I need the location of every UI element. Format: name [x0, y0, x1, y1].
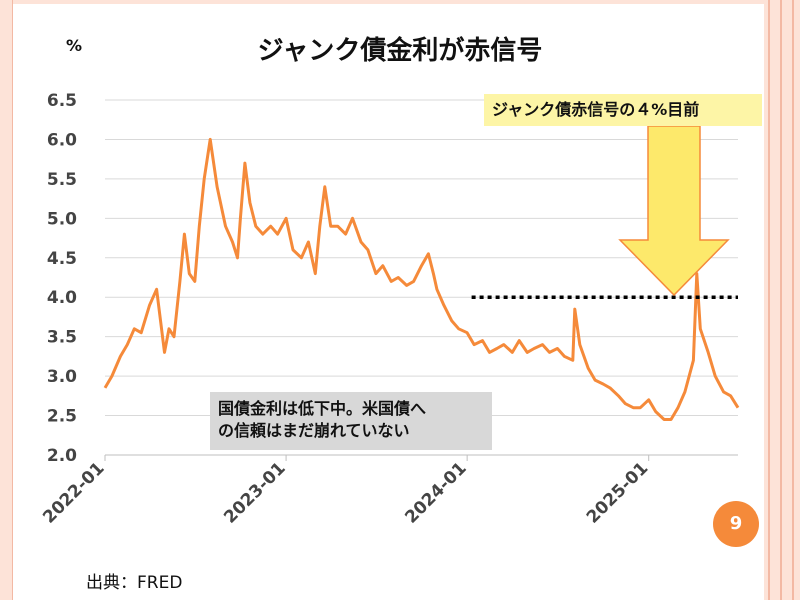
x-tick-label: 2023-01 — [220, 458, 289, 527]
source-label: 出典：FRED — [86, 568, 182, 593]
y-tick-label: 3.5 — [47, 328, 77, 348]
arrow-group — [620, 126, 728, 295]
y-tick-label: 5.0 — [47, 209, 77, 229]
down-arrow — [620, 126, 728, 295]
y-tick-label: 2.5 — [47, 407, 77, 427]
callout-box: ジャンク債赤信号の４%目前 — [484, 94, 762, 126]
y-tick-label: 5.5 — [47, 170, 77, 190]
page-number: 9 — [713, 501, 759, 547]
x-tick-label: 2022-01 — [39, 458, 108, 527]
series — [105, 139, 738, 419]
x-axis-ticks: 2022-01 2023-01 2024-01 2025-01 — [39, 455, 652, 528]
y-axis-ticks: 2.0 2.5 3.0 3.5 4.0 4.5 5.0 5.5 6.0 6.5 — [47, 91, 77, 466]
y-tick-label: 4.0 — [47, 288, 77, 308]
note-box: 国債金利は低下中。米国債へ の信頼はまだ崩れていない — [210, 392, 492, 450]
y-tick-label: 6.0 — [47, 130, 77, 150]
series-line — [105, 139, 738, 419]
y-tick-label: 3.0 — [47, 367, 77, 387]
y-tick-label: 2.0 — [47, 446, 77, 466]
x-tick-label: 2024-01 — [401, 458, 470, 527]
y-tick-label: 4.5 — [47, 249, 77, 269]
y-tick-label: 6.5 — [47, 91, 77, 111]
note-line-2: の信頼はまだ崩れていない — [218, 420, 484, 442]
x-tick-label: 2025-01 — [583, 458, 652, 527]
note-line-1: 国債金利は低下中。米国債へ — [218, 398, 484, 420]
